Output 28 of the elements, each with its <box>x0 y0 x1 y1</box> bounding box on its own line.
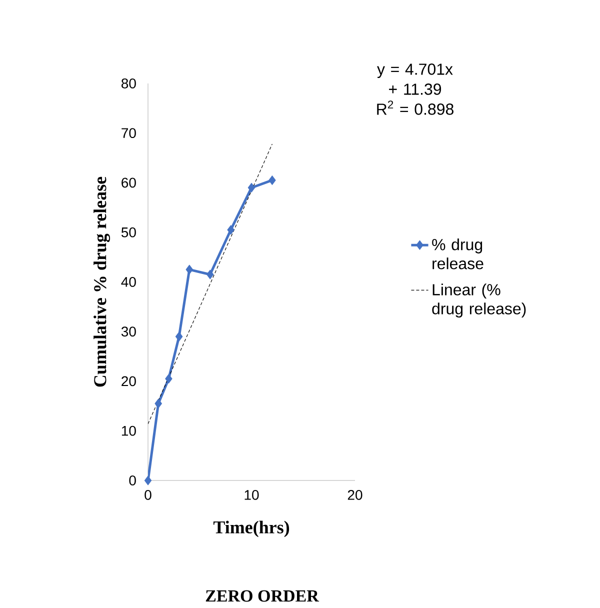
y-tick-label: 40 <box>121 276 136 287</box>
text: y = 4.701x + 11.39 <box>377 64 453 95</box>
y-tick-label: 70 <box>122 128 136 138</box>
legend-label: Linear (% drug release) <box>432 284 526 318</box>
point <box>186 264 194 274</box>
y-tick-label: 80 <box>122 78 136 88</box>
point <box>268 175 276 185</box>
y-tick-label: 20 <box>122 376 136 386</box>
point <box>248 182 256 192</box>
point <box>175 332 183 342</box>
y-tick-label: 50 <box>121 227 136 238</box>
y-tick-label: 60 <box>122 178 136 188</box>
x-tick-label: 20 <box>348 490 362 500</box>
y-tick-label: 10 <box>122 426 136 436</box>
y-axis-title: Cumulative % drug release <box>94 176 110 387</box>
point <box>165 374 172 384</box>
y-tick-label: 0 <box>129 475 136 486</box>
x-axis-title: Time(hrs) <box>213 520 290 538</box>
x-tick-label: 0 <box>144 490 152 500</box>
x-tick-label: 10 <box>244 490 259 500</box>
point <box>154 398 162 408</box>
point <box>206 270 214 280</box>
point <box>227 225 234 235</box>
legend-label: % drug release <box>432 238 484 270</box>
point <box>144 476 152 486</box>
text: ZERO ORDER <box>206 590 320 602</box>
y-tick-label: 30 <box>121 326 136 337</box>
text: R$^{2}$ = 0.898 <box>377 100 454 115</box>
